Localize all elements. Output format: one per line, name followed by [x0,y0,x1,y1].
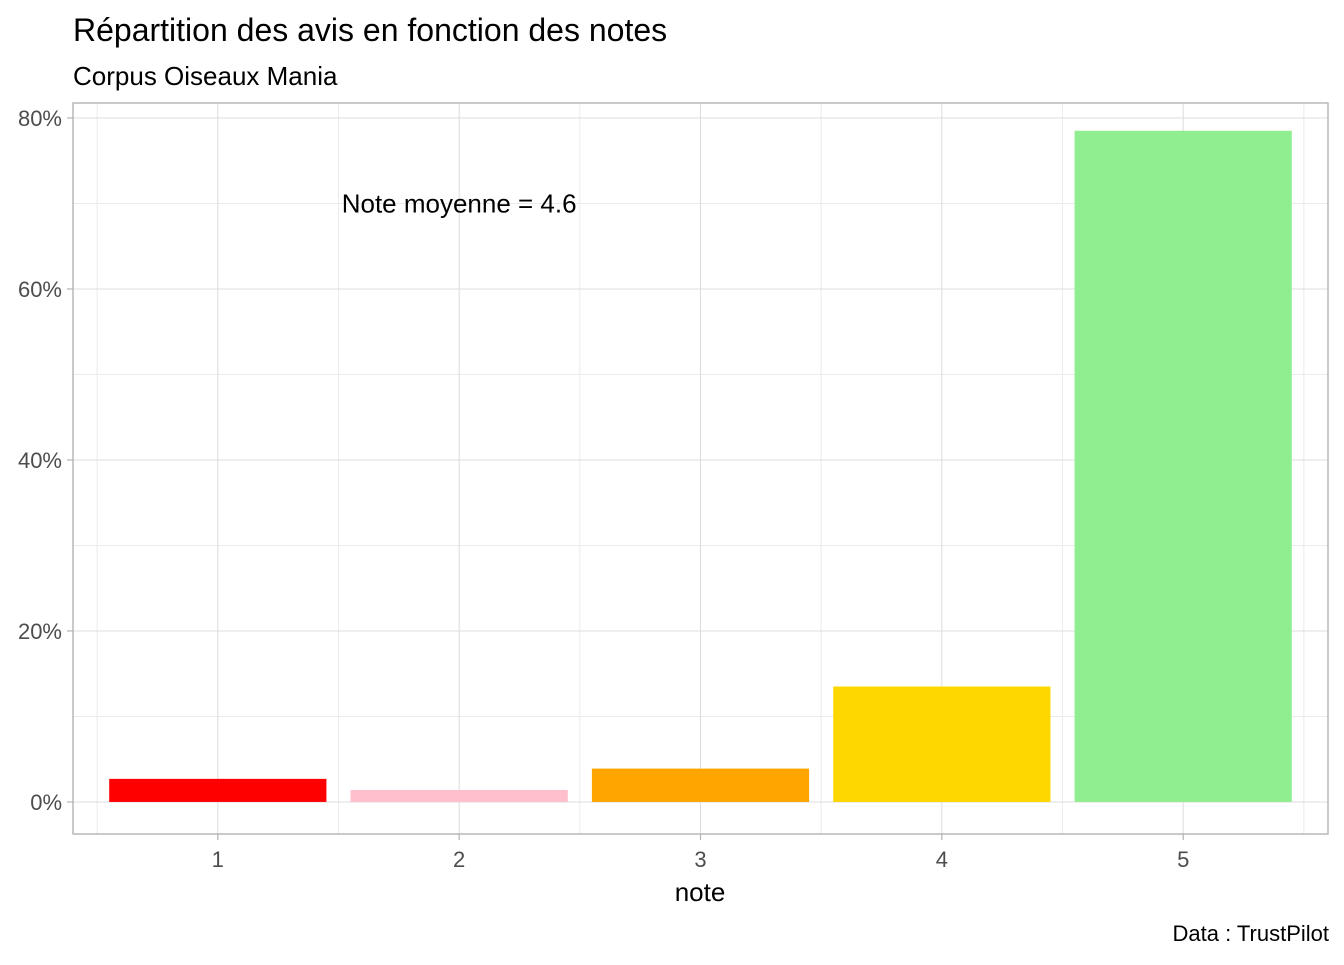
y-tick-label: 60% [18,277,62,302]
bar-note-3 [591,768,810,802]
x-axis-title: note [675,877,726,907]
bars [109,130,1292,802]
y-tick-label: 20% [18,619,62,644]
x-tick-label: 4 [936,847,948,872]
x-tick-label: 1 [212,847,224,872]
bar-note-1 [109,778,327,802]
bar-note-2 [350,789,568,802]
mean-rating-annotation: Note moyenne = 4.6 [342,188,577,218]
chart-title: Répartition des avis en fonction des not… [73,12,667,48]
chart-caption: Data : TrustPilot [1172,921,1329,946]
y-tick-label: 0% [30,790,62,815]
bar-note-5 [1074,130,1292,802]
x-tick-label: 3 [694,847,706,872]
bar-note-4 [833,686,1051,802]
panel-border [72,102,1329,835]
axes: 0% 20% 40% 60% 80% 1 2 3 4 5 [18,106,1189,872]
chart-subtitle: Corpus Oiseaux Mania [73,61,338,91]
x-tick-label: 5 [1177,847,1189,872]
y-tick-label: 80% [18,106,62,131]
y-tick-label: 40% [18,448,62,473]
x-tick-label: 2 [453,847,465,872]
